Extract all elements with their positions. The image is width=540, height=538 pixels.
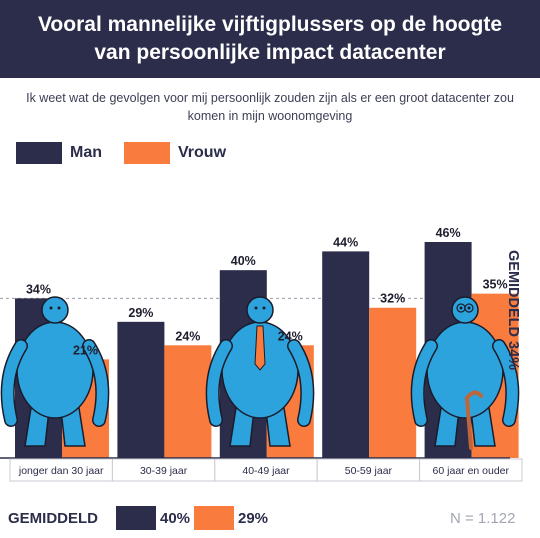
chart-title-line-2: van persoonlijke impact datacenter	[94, 41, 446, 64]
category-label-2: 30-39 jaar	[140, 465, 188, 477]
elderly-man-with-cane-figure-icon	[410, 296, 520, 450]
title-banner	[0, 0, 540, 78]
legend-label-man: Man	[70, 144, 102, 161]
bar-label-man-2: 29%	[128, 306, 153, 320]
bar-man-2	[117, 321, 165, 458]
bar-label-man-1: 34%	[26, 282, 51, 296]
bar-label-man-4: 44%	[333, 235, 358, 249]
footer-swatch-man	[116, 506, 156, 530]
category-box-5	[419, 458, 523, 482]
category-label-1: jonger dan 30 jaar	[18, 465, 104, 477]
bar-label-vrouw-2: 24%	[175, 329, 200, 343]
legend-swatch-man	[16, 142, 62, 164]
chart-title-line-1: Vooral mannelijke vijftigplussers op de …	[37, 13, 503, 36]
category-label-5: 60 jaar en ouder	[433, 465, 510, 477]
legend-swatch-vrouw	[124, 142, 170, 164]
sample-size: N = 1.122	[450, 510, 516, 527]
footer-swatch-vrouw	[194, 506, 234, 530]
legend-label-vrouw: Vrouw	[178, 144, 227, 161]
young-man-figure-icon	[0, 296, 110, 447]
footer-gemiddeld-label: GEMIDDELD	[8, 510, 98, 527]
bar-label-vrouw-3: 24%	[278, 329, 303, 343]
category-label-3: 40-49 jaar	[242, 465, 290, 477]
bar-label-man-3: 40%	[231, 254, 256, 268]
bar-label-man-5: 46%	[436, 226, 461, 240]
chart-subtitle-line-2: komen in mijn woonomgeving	[187, 109, 353, 123]
bar-label-vrouw-5: 35%	[483, 278, 508, 292]
bar-vrouw-4	[369, 307, 417, 458]
footer-man-average: 40%	[160, 510, 191, 527]
bar-label-vrouw-1: 21%	[73, 343, 98, 357]
footer-vrouw-average: 29%	[238, 510, 269, 527]
category-label-4: 50-59 jaar	[345, 465, 393, 477]
bar-man-4	[322, 251, 370, 458]
chart-subtitle-line-1: Ik weet wat de gevolgen voor mij persoon…	[26, 91, 514, 105]
average-label: GEMIDDELD 34%	[505, 250, 530, 370]
bar-label-vrouw-4: 32%	[380, 292, 405, 306]
average-label-text: GEMIDDELD 34%	[505, 250, 521, 371]
bar-vrouw-2	[164, 345, 212, 458]
middle-aged-man-figure-icon	[205, 296, 315, 447]
